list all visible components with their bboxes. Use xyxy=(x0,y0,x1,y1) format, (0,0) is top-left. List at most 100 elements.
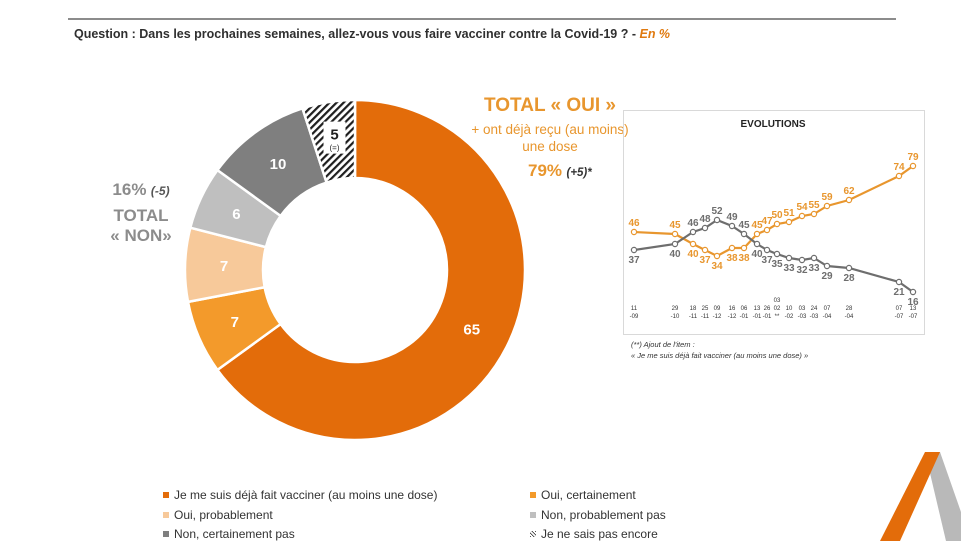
evolution-point xyxy=(728,222,736,230)
evolution-value-label: 46 xyxy=(687,218,699,229)
evolution-point xyxy=(701,246,709,254)
evolution-value-label: 52 xyxy=(711,206,723,217)
evolution-point xyxy=(689,228,697,236)
evolution-point xyxy=(728,244,736,252)
evolution-value-label: 28 xyxy=(843,273,855,284)
evolution-point xyxy=(689,240,697,248)
evolution-x-tick-label: 29 xyxy=(672,306,679,312)
evolution-point xyxy=(823,202,831,210)
donut-note-label: (=) xyxy=(330,144,340,153)
evolution-x-tick-label: -12 xyxy=(728,314,737,320)
evolution-x-tick-label: 24 xyxy=(811,306,818,312)
footnote-line2: « Je me suis déjà fait vacciner (au moin… xyxy=(631,351,809,360)
evolution-point xyxy=(630,228,638,236)
legend-swatch xyxy=(163,531,169,537)
evolution-value-label: 48 xyxy=(699,214,711,225)
evolution-x-tick-label: 28 xyxy=(846,306,853,312)
evolution-value-label: 51 xyxy=(783,208,795,219)
evolution-point xyxy=(753,240,761,248)
evolution-x-tick-label: -01 xyxy=(740,314,749,320)
evolution-value-label: 46 xyxy=(628,218,640,229)
evolution-x-tick-label: -03 xyxy=(810,314,819,320)
evolution-point xyxy=(785,254,793,262)
evolution-value-label: 21 xyxy=(893,287,905,298)
evolution-x-tick-label: 10 xyxy=(786,306,793,312)
total-oui-subtitle: + ont déjà reçu (au moins) une dose xyxy=(471,122,629,154)
total-non-pct: 16% xyxy=(112,180,147,199)
donut-slice xyxy=(215,98,527,442)
evolution-point xyxy=(763,226,771,234)
brand-logo xyxy=(880,452,961,541)
evolution-value-label: 32 xyxy=(796,265,808,276)
total-oui-pct: 79% xyxy=(528,161,563,180)
evolution-value-label: 45 xyxy=(738,220,750,231)
evolution-x-tick-label: -01 xyxy=(753,314,762,320)
donut-chart: 65 7 7 6 10 5(=) xyxy=(183,98,527,442)
evolution-point xyxy=(810,254,818,262)
evolution-value-label: 62 xyxy=(843,186,855,197)
evolution-point xyxy=(740,230,748,238)
evolution-value-label: 16 xyxy=(907,297,919,308)
evolution-x-tick-label: 03 xyxy=(799,306,806,312)
total-non-total: TOTAL xyxy=(113,206,169,225)
legend-label: Non, certainement pas xyxy=(174,527,295,541)
evolution-frame xyxy=(623,110,925,335)
evolution-value-label: 38 xyxy=(726,253,738,264)
evolution-value-label: 37 xyxy=(628,255,640,266)
legend-item-non-probablement: Non, probablement pas xyxy=(530,508,666,522)
evolution-value-label: 37 xyxy=(699,255,711,266)
total-non-label: « NON» xyxy=(110,226,172,245)
evolution-x-tick-label: -12 xyxy=(713,314,722,320)
legend-label: Oui, probablement xyxy=(174,508,273,522)
donut-value-label: 65 xyxy=(463,321,480,338)
evolution-point xyxy=(909,162,917,170)
evolution-point xyxy=(740,244,748,252)
evolution-point xyxy=(701,224,709,232)
question-unit: En % xyxy=(639,27,671,41)
legend-swatch xyxy=(530,492,536,498)
question-title: Question : Dans les prochaines semaines,… xyxy=(74,27,670,41)
evolution-x-tick-label: 03 xyxy=(774,298,781,304)
evolution-value-label: 40 xyxy=(669,249,681,260)
evolution-x-tick-label: 16 xyxy=(729,306,736,312)
legend-label: Je ne sais pas encore xyxy=(541,527,658,541)
legend-item-oui-certainement: Oui, certainement xyxy=(530,488,636,502)
donut-label-bg xyxy=(323,121,346,154)
evolution-value-label: 35 xyxy=(771,259,783,270)
legend-label: Je me suis déjà fait vacciner (au moins … xyxy=(174,488,438,502)
total-oui-callout: TOTAL « OUI » + ont déjà reçu (au moins)… xyxy=(470,95,630,155)
evolution-point xyxy=(810,210,818,218)
evolution-x-tick-label: -11 xyxy=(689,314,698,320)
evolution-x-tick-label: -01 xyxy=(763,314,772,320)
evolution-x-tick-label: 18 xyxy=(690,306,697,312)
evolution-point xyxy=(713,252,721,260)
evolution-point xyxy=(671,240,679,248)
evolution-title: EVOLUTIONS xyxy=(740,119,805,130)
evolution-value-label: 33 xyxy=(783,263,795,274)
donut-value-label: 5 xyxy=(330,127,338,144)
evolution-value-label: 55 xyxy=(808,200,820,211)
evolution-value-label: 59 xyxy=(821,192,833,203)
donut-value-label: 6 xyxy=(232,206,240,223)
evolution-x-tick-label: 13 xyxy=(910,306,917,312)
evolution-point xyxy=(785,218,793,226)
evolution-point xyxy=(845,196,853,204)
evolution-x-tick-label: -11 xyxy=(701,314,710,320)
evolution-point xyxy=(630,246,638,254)
evolution-point xyxy=(909,288,917,296)
evolution-x-tick-label: 13 xyxy=(754,306,761,312)
evolution-x-tick-label: -07 xyxy=(909,314,918,320)
evolution-value-label: 50 xyxy=(771,210,783,221)
evolution-value-label: 45 xyxy=(751,220,763,231)
legend-item-nsp: Je ne sais pas encore xyxy=(530,527,658,541)
evolution-point xyxy=(798,212,806,220)
legend-item-oui-probablement: Oui, probablement xyxy=(163,508,273,522)
evolution-x-tick-label: -03 xyxy=(798,314,807,320)
evolution-x-tick-label: -07 xyxy=(895,314,904,320)
top-rule xyxy=(68,18,896,20)
evolution-x-tick-label: ** xyxy=(775,314,780,320)
evolution-x-tick-label: -04 xyxy=(845,314,854,320)
evolution-value-label: 74 xyxy=(893,162,905,173)
evolution-point xyxy=(823,262,831,270)
